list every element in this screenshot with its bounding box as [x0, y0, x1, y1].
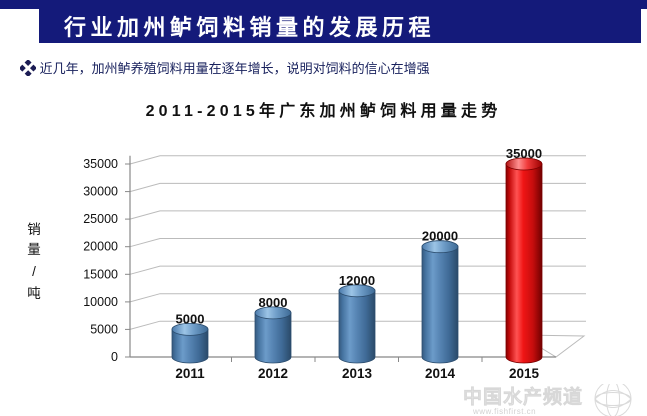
svg-text:30000: 30000	[83, 185, 118, 199]
svg-text:12000: 12000	[339, 273, 375, 288]
svg-text:10000: 10000	[83, 295, 118, 309]
svg-text:量: 量	[27, 242, 41, 257]
svg-text:25000: 25000	[83, 212, 118, 226]
svg-text:20000: 20000	[422, 229, 458, 244]
svg-text:20000: 20000	[83, 240, 118, 254]
svg-text:8000: 8000	[259, 295, 288, 310]
svg-text:5000: 5000	[176, 311, 205, 326]
svg-text:2013: 2013	[342, 366, 373, 381]
svg-text:0: 0	[111, 350, 118, 364]
svg-text:35000: 35000	[83, 157, 118, 171]
svg-text:15000: 15000	[83, 267, 118, 281]
svg-text:2011: 2011	[175, 366, 205, 381]
svg-text:5000: 5000	[90, 322, 118, 336]
svg-text:2015: 2015	[509, 366, 540, 381]
svg-text:2012: 2012	[258, 366, 288, 381]
svg-text:2014: 2014	[425, 366, 456, 381]
svg-text:吨: 吨	[27, 286, 41, 301]
svg-text:35000: 35000	[506, 146, 542, 161]
svg-text:/: /	[32, 264, 36, 279]
svg-text:销: 销	[27, 222, 41, 237]
